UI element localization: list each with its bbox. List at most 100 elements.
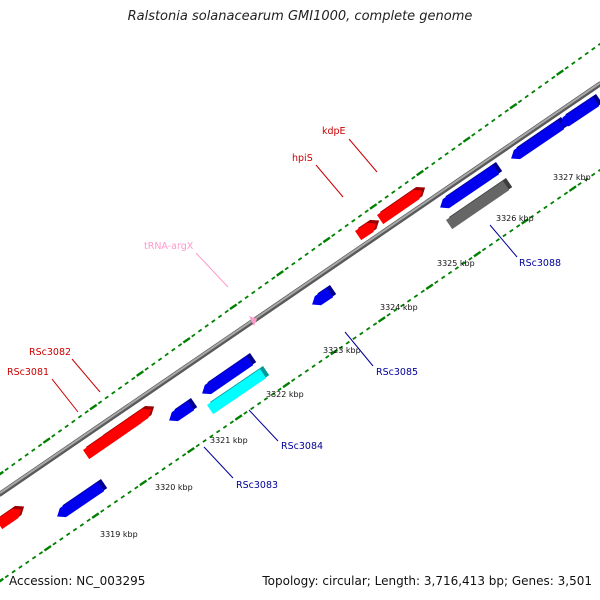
track-dot: [79, 523, 84, 527]
track-dot: [42, 437, 51, 444]
leader-line: [203, 446, 234, 479]
track-dot: [84, 410, 89, 414]
gene-feature-hpis[interactable]: [355, 219, 380, 241]
track-dot: [372, 322, 378, 326]
track-dot: [577, 182, 582, 186]
gene-feature-blue[interactable]: [202, 353, 257, 395]
track-dot: [271, 276, 276, 280]
track-dot: [391, 190, 396, 194]
track-dot: [57, 429, 63, 433]
gene-feature-kdpe[interactable]: [377, 187, 426, 225]
track-dot: [550, 200, 555, 205]
tick-label: 3323 kbp: [323, 346, 361, 355]
track-dot: [420, 289, 425, 294]
track-dot: [4, 574, 9, 579]
track-dot: [311, 247, 316, 252]
gene-label-rsc3088[interactable]: RSc3088: [519, 258, 561, 269]
track-dot: [563, 191, 569, 196]
gene-feature-rsc3088[interactable]: [446, 178, 513, 230]
gene-feature-blue[interactable]: [560, 94, 600, 127]
track-dot: [197, 328, 203, 333]
track-dot: [584, 51, 589, 56]
leader-line: [51, 378, 79, 413]
tick-label: 3320 kbp: [155, 483, 193, 492]
track-dot: [256, 401, 262, 406]
track-dot: [257, 285, 263, 290]
track-dot: [359, 331, 364, 336]
gene-feature-blue[interactable]: [440, 162, 503, 209]
track-dot: [297, 373, 303, 378]
track-dot: [182, 336, 191, 344]
gene-label-rsc3085[interactable]: RSc3085: [376, 367, 418, 378]
gene-feature-red[interactable]: [0, 505, 25, 530]
track-dot: [531, 89, 536, 94]
track-dot: [291, 378, 296, 383]
track-dot: [454, 266, 459, 270]
leader-line: [195, 252, 229, 288]
tick-labels: 3319 kbp 3320 kbp 3321 kbp 3322 kbp 3323…: [100, 173, 591, 539]
gene-feature-blue[interactable]: [57, 479, 108, 518]
track-dot: [204, 324, 209, 328]
track-dot: [543, 205, 548, 210]
track-dot: [397, 185, 403, 190]
track-dot: [444, 152, 449, 156]
track-dot: [441, 275, 446, 280]
track-dot: [457, 142, 463, 147]
track-dot: [344, 223, 349, 228]
track-dot: [89, 403, 98, 411]
track-dot: [154, 471, 159, 476]
track-dot: [504, 109, 509, 113]
gene-label-rsc3081[interactable]: RSc3081: [7, 367, 49, 378]
track-dot: [264, 281, 269, 285]
track-dot: [251, 290, 256, 295]
track-dot: [484, 123, 489, 128]
track-dot: [424, 166, 429, 171]
gene-feature-rsc3082[interactable]: [100, 406, 155, 448]
gene-label-hpis[interactable]: hpiS: [292, 153, 313, 164]
leader-line: [71, 358, 101, 393]
gene-label-rsc3083[interactable]: RSc3083: [236, 480, 278, 491]
track-dot: [461, 261, 466, 266]
track-dot: [509, 228, 514, 233]
track-dot: [136, 370, 144, 377]
track-dot: [59, 537, 64, 541]
gene-feature-rsc3083[interactable]: [169, 398, 198, 422]
track-dot: [4, 467, 9, 472]
track-dot: [106, 504, 112, 509]
track-dot: [25, 560, 30, 565]
track-dot: [243, 410, 248, 415]
track-dot: [195, 443, 200, 448]
gene-label-rsc3084[interactable]: RSc3084: [281, 441, 323, 452]
track-dot: [325, 354, 330, 359]
gene-feature-rsc3084[interactable]: [207, 366, 270, 415]
track-dot: [297, 257, 303, 261]
trna-feature-argx[interactable]: [249, 316, 257, 326]
tick-label: 3326 kbp: [496, 214, 534, 223]
track-dot: [311, 364, 316, 369]
gene-label-trna-argx[interactable]: tRNA-argX: [144, 241, 194, 252]
track-dot: [147, 476, 153, 481]
track-dot: [131, 376, 136, 381]
track-dot: [216, 429, 221, 434]
track-dot: [304, 368, 309, 373]
track-dot: [386, 312, 391, 317]
track-dot: [431, 161, 436, 166]
gene-label-kdpe[interactable]: kdpE: [322, 126, 346, 137]
track-dot: [157, 357, 163, 362]
track-dot: [177, 343, 183, 347]
track-dot: [337, 228, 343, 233]
track-dot: [477, 128, 483, 132]
gene-feature-rsc3085[interactable]: [312, 285, 337, 306]
track-dot: [277, 387, 282, 392]
track-dot: [97, 400, 103, 405]
gene-feature-blue[interactable]: [511, 117, 568, 160]
track-dot: [276, 270, 284, 277]
track-dot: [564, 66, 569, 70]
leader-line: [489, 224, 518, 258]
track-dot: [447, 270, 453, 275]
accession-text: Accession: NC_003295: [9, 574, 146, 588]
track-dot: [77, 414, 83, 419]
gene-label-rsc3082[interactable]: RSc3082: [29, 347, 71, 358]
track-dot: [521, 218, 529, 225]
